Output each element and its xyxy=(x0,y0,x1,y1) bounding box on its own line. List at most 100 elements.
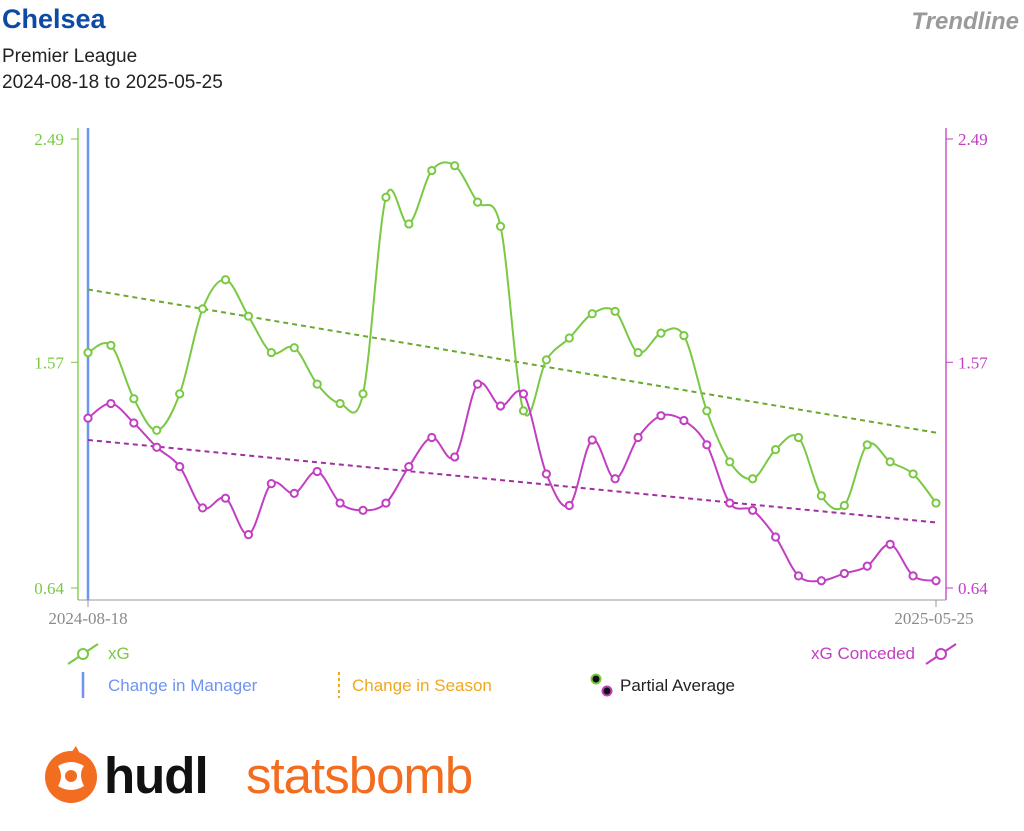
xg-conceded-point xyxy=(381,498,391,508)
right-tick-label: 2.49 xyxy=(958,130,988,149)
xg-point xyxy=(358,389,368,399)
left-tick-label: 0.64 xyxy=(34,579,64,598)
xg-point xyxy=(770,445,781,455)
statsbomb-logo-icon xyxy=(45,746,97,803)
xg-point xyxy=(152,425,162,435)
x-tick-label-end: 2025-05-25 xyxy=(894,609,973,628)
trendline-chart: 2.49 2.49 1.57 1.57 0.64 0.64 2024-08-18 2025-0… xyxy=(34,128,988,628)
left-tick-label: 1.57 xyxy=(34,353,64,372)
xg-conceded-point xyxy=(404,462,414,472)
xg-point xyxy=(495,221,506,231)
xg-conceded-point xyxy=(908,571,918,581)
xg-conceded-point xyxy=(152,442,162,452)
xg-point xyxy=(473,197,483,207)
right-tick-label: 0.64 xyxy=(958,579,988,598)
xg-conceded-point xyxy=(129,418,139,428)
xg-conceded-point xyxy=(656,411,666,421)
xg-conceded-point xyxy=(335,498,345,508)
xg-conceded-point xyxy=(587,435,597,445)
xg-conceded-point xyxy=(518,389,529,399)
xg-point xyxy=(702,406,712,416)
xg-point xyxy=(816,491,827,501)
xg-conceded-point xyxy=(427,432,437,443)
xg-point xyxy=(610,306,620,316)
xg-conceded-point xyxy=(885,539,895,549)
x-tick-label-start: 2024-08-18 xyxy=(48,609,127,628)
xg-conceded-point xyxy=(748,505,758,515)
xg-point xyxy=(335,398,345,409)
right-tick-label: 1.57 xyxy=(958,353,988,372)
manager-change-legend-label: Change in Manager xyxy=(108,676,258,695)
xg-point xyxy=(541,355,551,365)
xg-conceded-trend-line xyxy=(87,438,937,524)
xg-conceded-point xyxy=(725,498,735,508)
xg-point xyxy=(885,457,895,467)
xg-point xyxy=(312,379,322,389)
xg-conceded-point xyxy=(197,503,208,513)
xg-trend-line xyxy=(87,288,937,434)
xg-conceded-point xyxy=(702,440,712,450)
xg-point xyxy=(404,219,414,229)
partial-average-legend-label: Partial Average xyxy=(620,676,735,695)
xg-point xyxy=(748,474,758,484)
brand-hudl: hudl xyxy=(104,747,209,804)
competition-label: Premier League xyxy=(2,46,138,67)
xg-conceded-point xyxy=(83,413,93,423)
xg-point xyxy=(197,304,208,314)
trend-lines xyxy=(87,288,937,524)
xg-point xyxy=(381,192,391,202)
team-title: Chelsea xyxy=(2,4,106,34)
xg-conceded-point xyxy=(358,505,368,515)
xg-point xyxy=(129,394,139,404)
xg-point xyxy=(725,457,735,467)
brand-statsbomb: statsbomb xyxy=(246,747,473,804)
season-change-legend-icon xyxy=(338,672,340,698)
xg-conceded-point xyxy=(266,479,276,489)
xg-legend-icon xyxy=(67,643,99,665)
xg-conceded-point xyxy=(495,401,506,411)
xg-point xyxy=(931,498,941,508)
xg-point xyxy=(564,333,574,343)
xg-point xyxy=(243,311,254,321)
xg-conceded-legend-icon xyxy=(925,643,957,665)
xg-conceded-point xyxy=(541,469,551,479)
xg-point xyxy=(266,347,276,358)
xg-conceded-point xyxy=(931,576,941,586)
xg-conceded-point xyxy=(106,398,116,409)
xg-point xyxy=(862,440,872,450)
xg-conceded-point xyxy=(610,474,620,484)
xg-conceded-point xyxy=(839,568,849,579)
xg-line xyxy=(87,161,937,511)
xg-conceded-point xyxy=(450,452,460,462)
xg-conceded-point xyxy=(862,561,872,571)
xg-conceded-point xyxy=(289,488,299,498)
chart-type-label: Trendline xyxy=(911,8,1019,35)
xg-conceded-line xyxy=(87,381,937,583)
xg-point xyxy=(656,328,666,338)
series-lines xyxy=(87,161,937,583)
xg-point xyxy=(793,432,804,443)
xg-conceded-point xyxy=(473,379,483,389)
xg-point xyxy=(450,161,460,171)
xg-point xyxy=(175,389,185,399)
date-range-label: 2024-08-18 to 2025-05-25 xyxy=(2,72,223,93)
xg-conceded-point xyxy=(312,466,322,477)
xg-point xyxy=(839,500,849,511)
xg-point xyxy=(289,343,299,353)
xg-conceded-point xyxy=(564,500,574,511)
xg-point xyxy=(908,469,918,479)
xg-conceded-point xyxy=(793,571,804,581)
axes: 2.49 2.49 1.57 1.57 0.64 0.64 2024-08-18 2025-0… xyxy=(34,128,988,628)
xg-point xyxy=(106,340,116,350)
xg-conceded-point xyxy=(633,432,643,443)
left-tick-label: 2.49 xyxy=(34,130,64,149)
xg-conceded-point xyxy=(679,415,689,426)
season-change-legend-label: Change in Season xyxy=(352,676,492,695)
xg-point xyxy=(679,330,689,341)
xg-point xyxy=(427,165,437,176)
xg-conceded-point xyxy=(770,532,781,542)
xg-point xyxy=(220,275,231,285)
manager-change-legend-icon xyxy=(81,672,85,698)
xg-conceded-point xyxy=(243,530,254,540)
xg-conceded-point xyxy=(220,493,231,503)
